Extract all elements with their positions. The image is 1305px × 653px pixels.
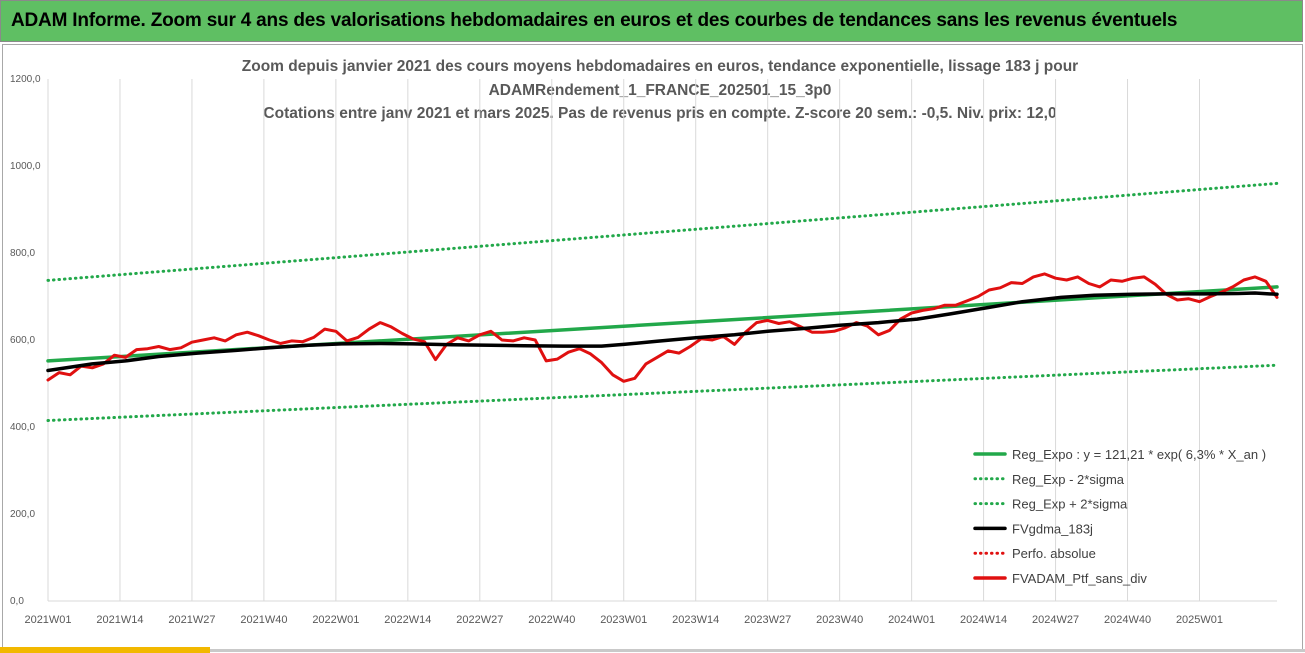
x-tick-label: 2021W14 — [96, 614, 143, 626]
series-line-1 — [46, 363, 1279, 422]
x-tick-label: 2022W14 — [384, 614, 431, 626]
chart-title-line-1: Zoom depuis janvier 2021 des cours moyen… — [241, 58, 1079, 75]
y-tick-label: 1200,0 — [10, 74, 41, 85]
x-tick-label: 2023W14 — [672, 614, 719, 626]
legend-entry: FVADAM_Ptf_sans_div — [1012, 571, 1147, 586]
x-tick-label: 2023W40 — [816, 614, 863, 626]
y-tick-label: 600,0 — [10, 335, 35, 346]
y-tick-label: 200,0 — [10, 509, 35, 520]
x-tick-label: 2024W27 — [1032, 614, 1079, 626]
legend-entry: Reg_Exp + 2*sigma — [1012, 497, 1128, 512]
y-tick-label: 0,0 — [10, 596, 24, 607]
x-tick-label: 2021W40 — [240, 614, 287, 626]
x-tick-label: 2024W40 — [1104, 614, 1151, 626]
x-tick-label: 2024W14 — [960, 614, 1007, 626]
x-tick-label: 2024W01 — [888, 614, 935, 626]
series-line-2 — [46, 181, 1279, 282]
report-header: ADAM Informe. Zoom sur 4 ans des valoris… — [0, 0, 1303, 42]
chart-area — [2, 44, 1303, 650]
chart-title-line-2: ADAMRendement_1_FRANCE_202501_15_3p0 — [488, 82, 832, 99]
x-tick-label: 2022W27 — [456, 614, 503, 626]
x-tick-label: 2021W27 — [168, 614, 215, 626]
x-tick-label: 2021W01 — [24, 614, 71, 626]
chart-title-line-3: Cotations entre janv 2021 et mars 2025. … — [263, 105, 1057, 122]
legend-entry: Reg_Expo : y = 121,21 * exp( 6,3% * X_an… — [1012, 447, 1266, 462]
footer-rule — [210, 649, 1305, 652]
legend-entry: Perfo. absolue — [1012, 546, 1096, 561]
series-line-5 — [46, 272, 1279, 383]
legend-entry: FVgdma_183j — [1012, 521, 1093, 536]
y-tick-label: 1000,0 — [10, 161, 41, 172]
x-tick-label: 2022W01 — [312, 614, 359, 626]
legend-entry: Reg_Exp - 2*sigma — [1012, 472, 1125, 487]
x-tick-label: 2023W01 — [600, 614, 647, 626]
y-tick-label: 400,0 — [10, 422, 35, 433]
footer-accent-bar — [0, 647, 210, 653]
x-tick-label: 2023W27 — [744, 614, 791, 626]
report-title: ADAM Informe. Zoom sur 4 ans des valoris… — [11, 10, 1178, 31]
x-tick-label: 2025W01 — [1176, 614, 1223, 626]
y-tick-label: 800,0 — [10, 248, 35, 259]
x-tick-label: 2022W40 — [528, 614, 575, 626]
series-line-3 — [46, 291, 1279, 373]
